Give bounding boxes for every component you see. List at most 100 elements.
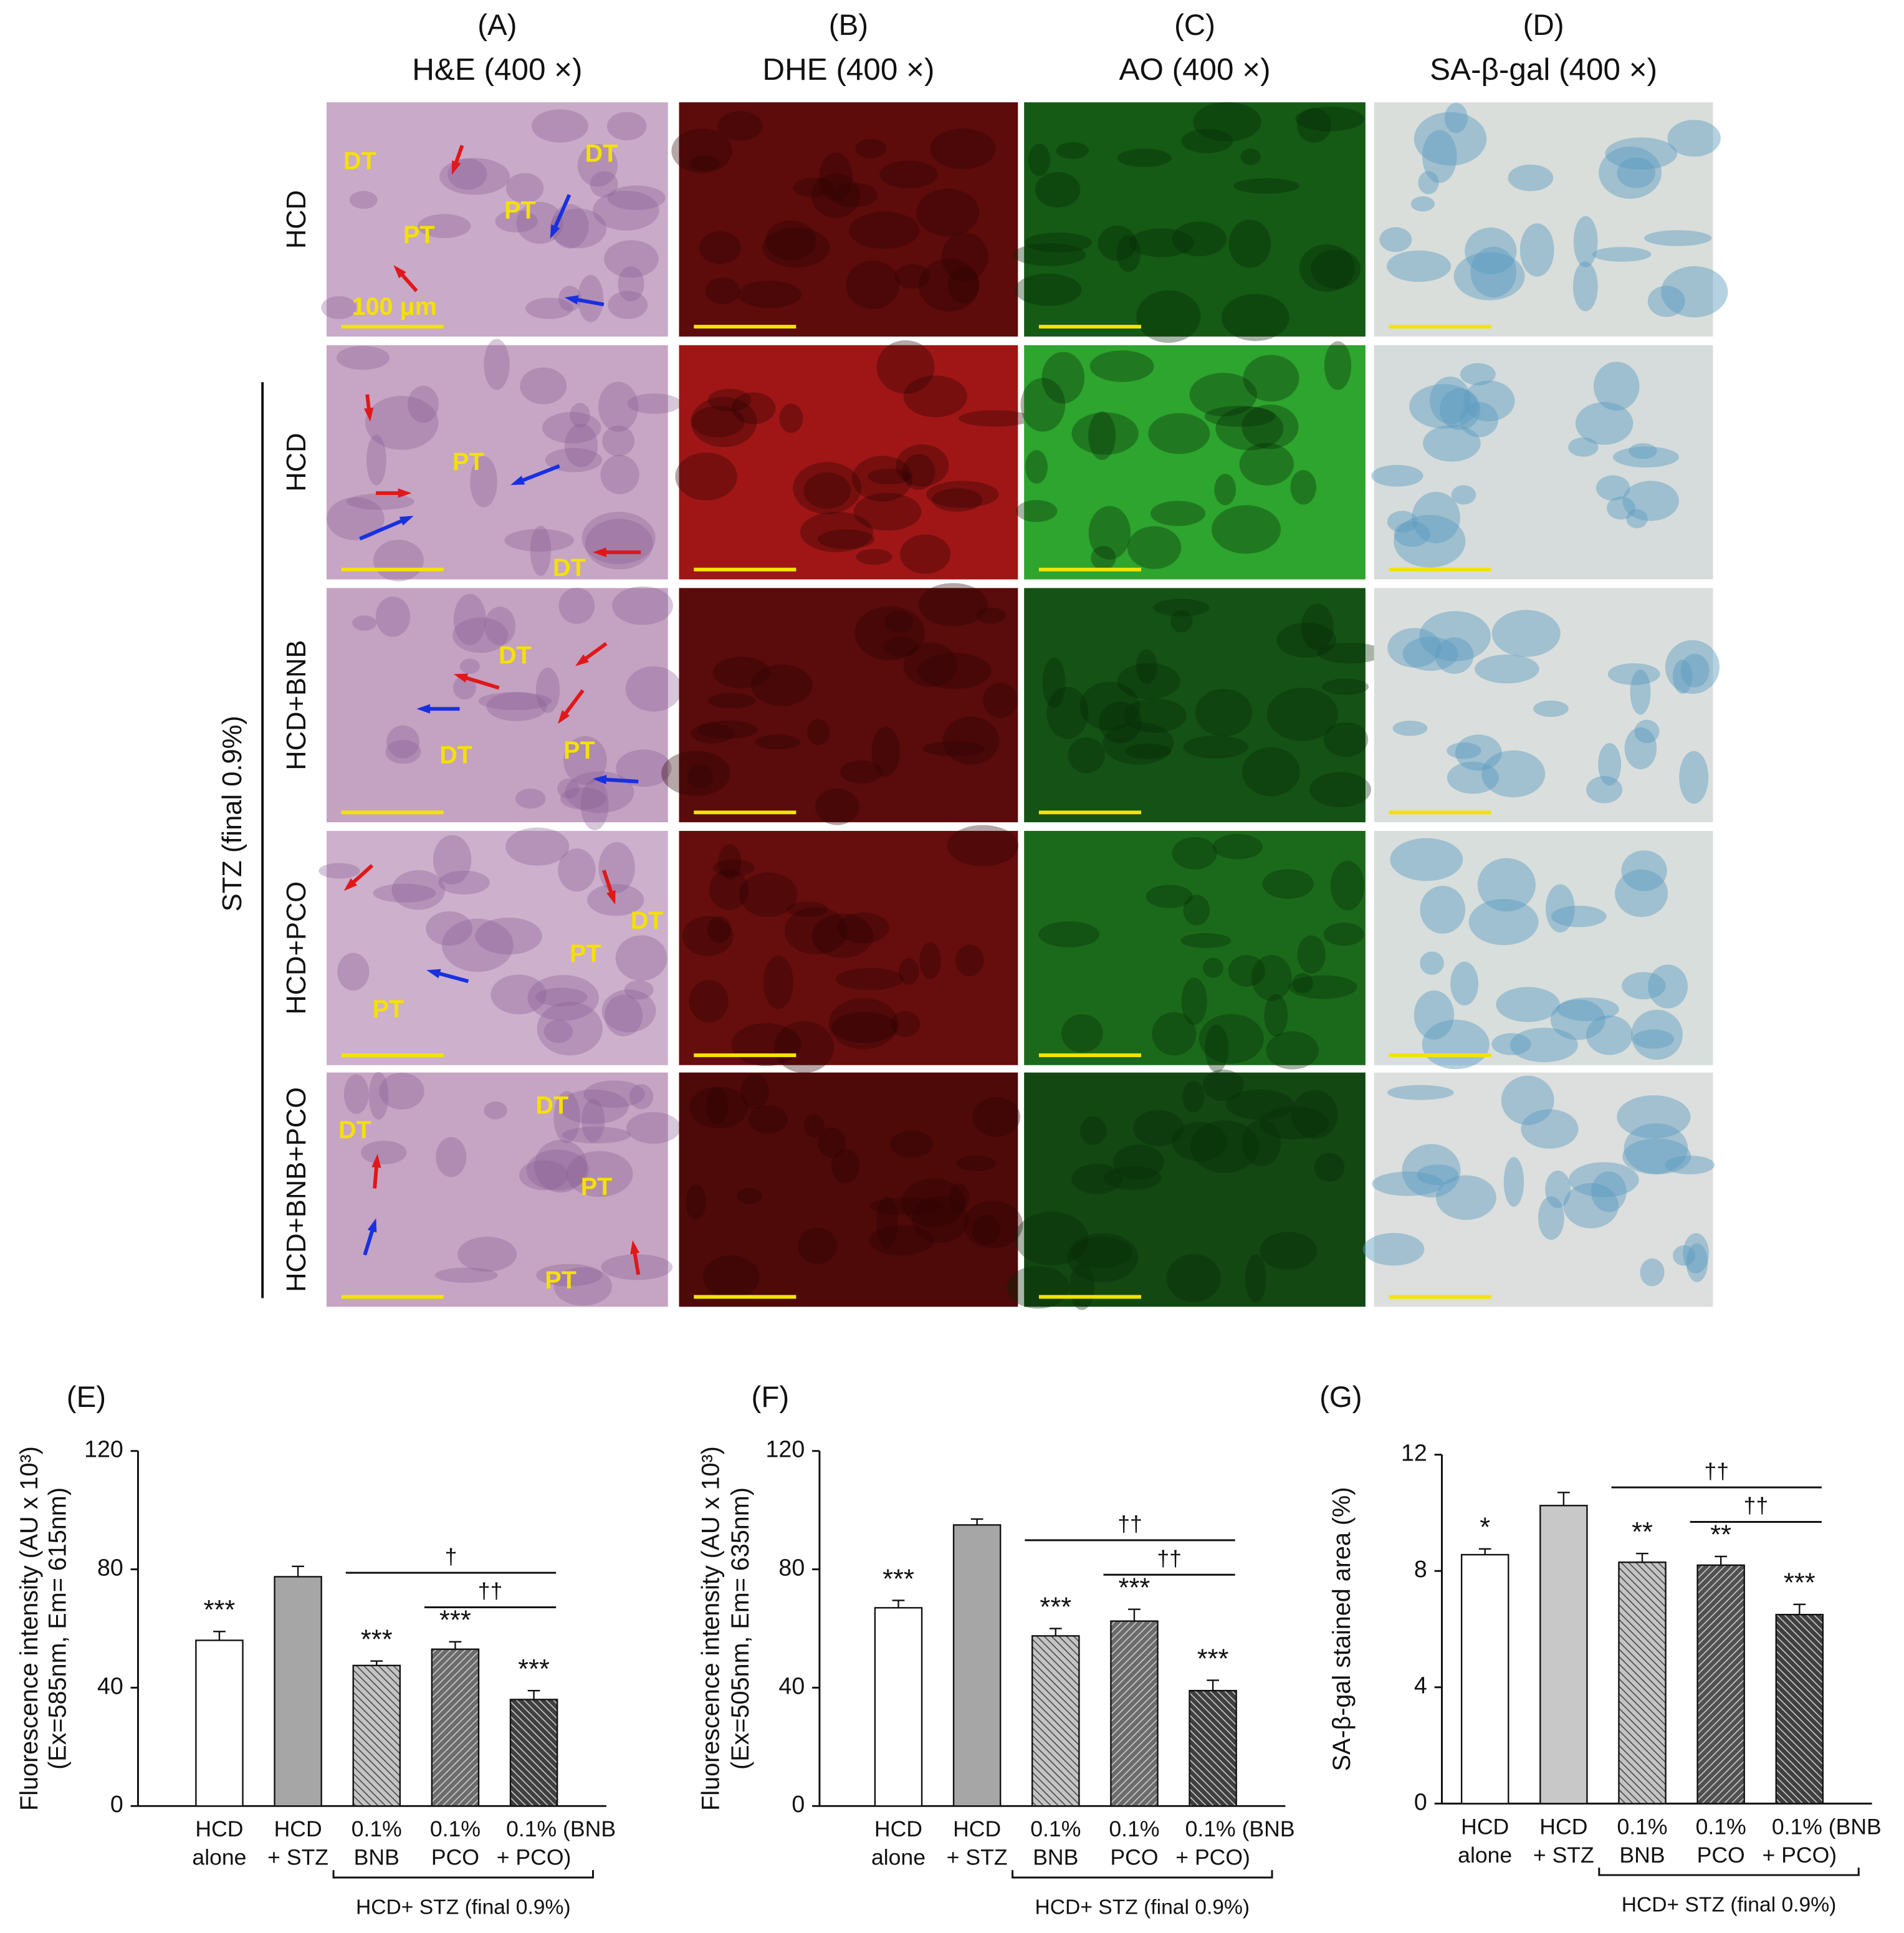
y-tick-label: 12 [1401,1440,1427,1466]
comparison-label: †† [1704,1459,1729,1484]
tissue-texture [1607,496,1636,520]
arrow-head [452,160,461,175]
row-label: HCD [282,433,312,492]
tubule-label: DT [499,642,532,669]
tissue-texture [899,534,951,574]
tissue-texture [581,1099,605,1143]
tissue-texture [854,606,925,661]
tissue-texture [1323,722,1369,757]
tissue-texture [1015,273,1082,306]
tissue-texture [958,410,1033,427]
tubule-label: DT [343,148,376,175]
tissue-texture [587,884,644,916]
tissue-texture [1299,244,1355,292]
tissue-texture [1117,148,1172,168]
x-tick-label: + STZ [267,1845,328,1870]
tissue-texture [564,423,598,468]
tissue-texture [1042,657,1066,708]
tissue-texture [1323,923,1364,946]
y-tick-label: 80 [778,1555,805,1581]
x-tick-label: + STZ [947,1845,1008,1870]
x-tick-label: 0.1% [430,1816,481,1841]
tissue-texture [1007,1265,1070,1309]
tissue-texture [520,367,567,405]
tissue-texture [889,1131,934,1158]
tissue-texture [1112,1144,1164,1180]
tissue-texture [1387,628,1442,668]
tissue-texture [1394,515,1466,568]
tissue-texture [1331,860,1365,911]
tissue-texture [1475,655,1539,684]
tissue-texture [1563,1182,1619,1229]
micrograph [326,1072,668,1307]
tissue-texture [686,1184,706,1220]
y-axis-label: SA-β-gal stained area (%) [1328,1487,1356,1772]
tissue-texture [689,155,720,171]
tissue-texture [1183,895,1210,926]
tissue-texture [337,952,370,991]
bar [1189,1690,1237,1807]
tubule-label: DT [631,907,664,934]
tissue-texture [1640,1258,1665,1287]
x-tick-label: alone [192,1845,246,1870]
tissue-texture [1453,252,1525,300]
x-tick-label: BNB [1033,1845,1078,1870]
tissue-texture [718,844,742,880]
tissue-texture [336,345,390,370]
bar [431,1648,480,1807]
tissue-texture [1295,107,1365,132]
x-tick-label: BNB [1619,1843,1665,1868]
arrow-head [564,295,579,305]
tissue-texture [1091,545,1116,570]
tissue-texture [1183,735,1248,759]
column-letter: (C) [1174,9,1215,42]
tissue-texture [438,870,490,895]
tissue-texture [629,1084,654,1110]
tissue-texture [373,883,436,903]
tissue-texture [542,411,601,444]
tissue-texture [1228,955,1265,987]
tissue-texture [1212,505,1281,554]
tissue-texture [1292,973,1313,994]
tissue-texture [365,396,439,450]
tissue-texture [1241,404,1299,449]
tissue-texture [1198,1014,1264,1064]
tissue-texture [708,693,756,709]
bar [195,1639,244,1807]
tissue-texture [1683,1233,1710,1273]
tissue-texture [1615,870,1668,918]
tissue-texture [433,835,472,885]
tissue-texture [1626,509,1648,529]
tissue-texture [426,911,473,946]
x-tick-label: PCO [1697,1843,1745,1868]
arrow-head [606,890,616,905]
tissue-texture [807,719,830,746]
tissue-texture [1622,1138,1691,1175]
tissue-texture [624,980,654,1000]
row-label: HCD+BNB+PCO [282,1087,312,1292]
tissue-texture [703,1255,760,1299]
tissue-texture [1215,406,1284,451]
scale-label: 100 μm [352,293,437,320]
tissue-texture [1463,380,1515,422]
tissue-texture [784,907,848,954]
column-letter: (B) [829,9,868,42]
tissue-texture [815,788,859,825]
micrograph [1374,1072,1713,1307]
tissue-texture [1575,401,1634,445]
y-tick-label: 40 [97,1672,123,1699]
tissue-texture [879,160,938,189]
tissue-texture [740,1074,769,1110]
tissue-texture [856,549,892,565]
tissue-texture [846,261,900,309]
tissue-texture [1117,663,1180,699]
tissue-texture [1569,1162,1639,1197]
tissue-texture [1181,128,1233,153]
tissue-texture [1617,157,1656,188]
tissue-texture [707,388,752,411]
tissue-texture [1181,977,1207,1025]
tubule-label: DT [338,1116,371,1144]
significance-label: *** [1197,1644,1229,1674]
tissue-texture [1460,401,1498,438]
tissue-texture [1020,378,1066,432]
